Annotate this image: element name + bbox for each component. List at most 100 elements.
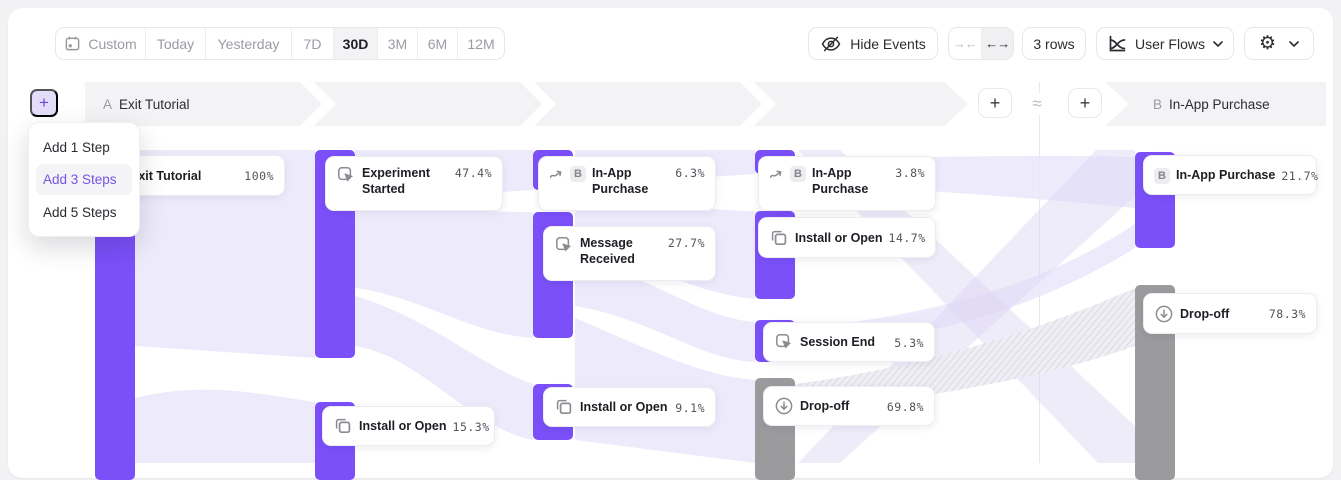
node-title: Install or Open	[580, 400, 668, 414]
date-range-label: 30D	[342, 35, 369, 52]
chevron-down-icon	[1289, 40, 1299, 47]
node-title: Drop-off	[800, 399, 850, 413]
node-percentage: 5.3%	[894, 335, 924, 350]
node-percentage: 21.7%	[1281, 168, 1319, 183]
section-divider	[1039, 82, 1040, 463]
date-range-today[interactable]: Today	[146, 28, 206, 59]
add-step-button[interactable]: +	[30, 89, 58, 117]
date-range-label: 7D	[303, 35, 322, 52]
gear-icon: ⚙	[1258, 33, 1277, 54]
step-header-b[interactable]: B In-App Purchase	[1105, 82, 1326, 126]
copy-icon	[769, 228, 789, 248]
date-range-selector: Custom Today Yesterday 7D 30D 3M 6M 12M	[55, 27, 505, 60]
event-badge: B	[570, 166, 586, 182]
node-percentage: 27.7%	[667, 236, 705, 250]
node-title: Drop-off	[1180, 306, 1230, 321]
calendar-icon	[64, 35, 81, 52]
node-title: Install or Open	[795, 230, 883, 245]
node-percentage: 9.1%	[675, 400, 705, 415]
flow-node-in-app-purchase-2[interactable]: B In-App Purchase 3.8%	[758, 156, 936, 211]
rows-button[interactable]: 3 rows	[1022, 27, 1086, 60]
add-steps-menu: Add 1 Step Add 3 Steps Add 5 Steps	[28, 122, 140, 237]
event-icon	[554, 235, 574, 255]
hide-events-label: Hide Events	[850, 35, 926, 52]
view-selector-button[interactable]: User Flows	[1096, 27, 1234, 60]
node-percentage: 47.4%	[454, 166, 492, 180]
node-title: Experiment Started	[362, 166, 431, 196]
flow-node-in-app-purchase-1[interactable]: B In-App Purchase 6.3%	[538, 156, 716, 211]
flow-node-install-or-open-c[interactable]: Install or Open 14.7%	[758, 217, 936, 258]
flow-node-message-received[interactable]: Message Received 27.7%	[543, 226, 716, 281]
indirect-path-icon	[549, 167, 564, 182]
date-range-7d[interactable]: 7D	[292, 28, 334, 59]
step-header-a[interactable]: A Exit Tutorial	[85, 82, 968, 126]
flow-node-in-app-purchase-b[interactable]: B In-App Purchase 21.7%	[1143, 155, 1319, 195]
user-flows-chart-icon	[1107, 34, 1127, 54]
menu-item-add-3-steps[interactable]: Add 3 Steps	[36, 164, 132, 195]
event-badge: B	[1154, 167, 1170, 184]
chevron-down-icon	[1213, 40, 1223, 47]
date-range-30d[interactable]: 30D	[334, 28, 378, 59]
step-letter-b: B	[1153, 96, 1163, 112]
step-label-b: In-App Purchase	[1169, 96, 1270, 112]
node-percentage: 3.8%	[895, 166, 925, 180]
flow-node-experiment-started[interactable]: Experiment Started 47.4%	[325, 156, 503, 211]
flow-node-drop-off-1[interactable]: Drop-off 69.8%	[763, 386, 935, 426]
date-range-label: Custom	[88, 35, 137, 52]
approx-symbol: ≈	[1022, 93, 1052, 115]
node-percentage: 14.7%	[888, 231, 926, 245]
copy-icon	[333, 416, 353, 436]
date-range-label: 3M	[387, 35, 408, 52]
date-range-label: Yesterday	[217, 35, 280, 52]
event-icon	[336, 165, 356, 185]
node-title: Message Received	[580, 236, 635, 266]
date-range-12m[interactable]: 12M	[458, 28, 504, 59]
chevron-separator-icon	[740, 82, 776, 126]
date-range-yesterday[interactable]: Yesterday	[206, 28, 292, 59]
view-selector-label: User Flows	[1134, 35, 1205, 52]
event-icon	[774, 332, 794, 352]
stage: A Exit Tutorial B In-App Purchase + + ≈ …	[28, 27, 1326, 480]
date-range-label: 12M	[467, 35, 495, 52]
date-range-custom[interactable]: Custom	[56, 28, 146, 59]
step-letter-a: A	[103, 96, 113, 112]
hide-events-button[interactable]: Hide Events	[808, 27, 938, 60]
node-title: Exit Tutorial	[130, 168, 202, 183]
date-range-label: Today	[156, 35, 195, 52]
flow-node-session-end[interactable]: Session End 5.3%	[763, 322, 935, 362]
add-column-button-left[interactable]: +	[978, 88, 1012, 118]
node-percentage: 6.3%	[675, 166, 705, 180]
node-title: In-App Purchase	[812, 166, 869, 196]
settings-button[interactable]: ⚙	[1244, 27, 1314, 60]
menu-item-add-1-step[interactable]: Add 1 Step	[43, 139, 110, 155]
step-label-a: Exit Tutorial	[119, 96, 190, 112]
expand-columns-icon[interactable]: ←→	[981, 28, 1013, 59]
add-column-button-right[interactable]: +	[1068, 88, 1102, 118]
node-title: Install or Open	[359, 419, 447, 433]
node-title: Session End	[800, 335, 876, 349]
eye-off-icon	[820, 33, 842, 55]
date-range-label: 6M	[427, 35, 448, 52]
indirect-path-icon	[769, 167, 784, 182]
collapse-expand-toggle: →← ←→	[948, 27, 1014, 60]
dropoff-icon	[1154, 304, 1174, 324]
dropoff-icon	[774, 396, 794, 416]
collapse-columns-icon[interactable]: →←	[949, 28, 982, 59]
node-percentage: 15.3%	[452, 419, 490, 434]
date-range-3m[interactable]: 3M	[378, 28, 418, 59]
node-percentage: 69.8%	[886, 399, 924, 414]
flow-node-install-or-open-a[interactable]: Install or Open 15.3%	[322, 406, 495, 446]
node-title: In-App Purchase	[1176, 168, 1276, 182]
chevron-separator-icon	[300, 82, 336, 126]
date-range-6m[interactable]: 6M	[418, 28, 458, 59]
copy-icon	[554, 397, 574, 417]
node-percentage: 100%	[244, 169, 274, 183]
menu-item-add-5-steps[interactable]: Add 5 Steps	[43, 204, 117, 220]
node-percentage: 78.3%	[1268, 307, 1306, 321]
chevron-separator-icon	[520, 82, 556, 126]
rows-label: 3 rows	[1033, 35, 1075, 52]
node-title: In-App Purchase	[592, 166, 649, 196]
event-badge: B	[790, 166, 806, 182]
flow-node-drop-off-2[interactable]: Drop-off 78.3%	[1143, 293, 1317, 334]
flow-node-install-or-open-b[interactable]: Install or Open 9.1%	[543, 387, 716, 427]
